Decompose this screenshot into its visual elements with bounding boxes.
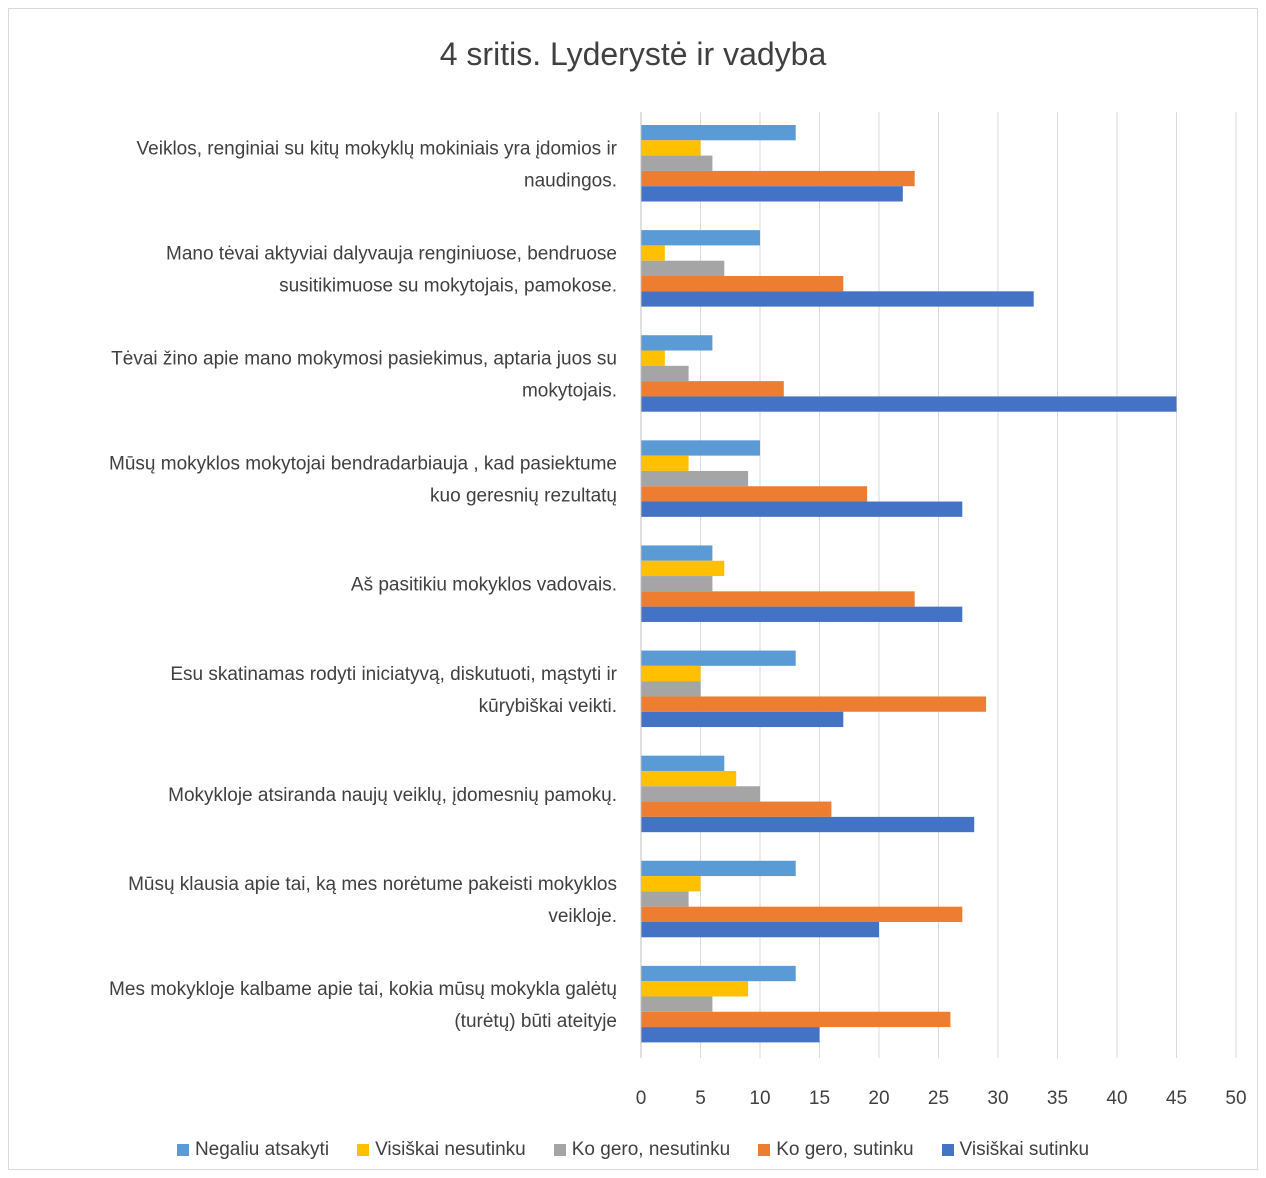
chart-area bbox=[8, 8, 1258, 1170]
bar bbox=[641, 381, 784, 397]
chart-legend: Negaliu atsakyti Visiškai nesutinku Ko ger… bbox=[0, 1136, 1266, 1164]
bar bbox=[641, 440, 760, 456]
bar bbox=[641, 770, 737, 787]
legend-item: Visiškai sutinku bbox=[941, 1139, 1090, 1161]
bar bbox=[641, 786, 760, 802]
bar bbox=[641, 755, 725, 771]
bar bbox=[641, 996, 713, 1012]
category-label: kūrybiškai veikti. bbox=[479, 696, 617, 717]
bar bbox=[641, 816, 975, 833]
legend-swatch bbox=[941, 1144, 954, 1156]
bar bbox=[641, 230, 760, 246]
category-label: Mūsų klausia apie tai, ką mes norėtume p… bbox=[128, 874, 617, 895]
bar bbox=[641, 965, 796, 982]
bar bbox=[641, 260, 725, 277]
category-label: Veiklos, renginiai su kitų mokyklų mokin… bbox=[137, 138, 618, 159]
x-tick-label: 45 bbox=[1166, 1088, 1187, 1109]
bar bbox=[641, 170, 915, 187]
category-label: (turėtų) būti ateityje bbox=[454, 1011, 617, 1032]
x-tick-label: 30 bbox=[987, 1088, 1008, 1109]
bar bbox=[641, 291, 1034, 307]
bar bbox=[641, 801, 832, 817]
bar bbox=[641, 860, 796, 877]
category-label: Mes mokykloje kalbame apie tai, kokia mū… bbox=[109, 979, 617, 1000]
bar bbox=[641, 350, 665, 366]
bar bbox=[641, 470, 749, 487]
legend-swatch bbox=[758, 1144, 771, 1156]
bar bbox=[641, 335, 713, 351]
bar bbox=[641, 650, 796, 666]
legend-item: Ko gero, nesutinku bbox=[553, 1139, 731, 1161]
x-tick-label: 50 bbox=[1225, 1088, 1246, 1109]
legend-swatch bbox=[357, 1144, 370, 1156]
legend-label: Negaliu atsakyti bbox=[194, 1139, 330, 1160]
bar bbox=[641, 681, 701, 697]
bar bbox=[641, 921, 879, 938]
bar bbox=[641, 396, 1177, 412]
category-label: Mūsų mokyklos mokytojai bendradarbiauja … bbox=[109, 454, 617, 475]
bar bbox=[641, 711, 844, 728]
legend-item: Negaliu atsakyti bbox=[176, 1139, 330, 1161]
bar bbox=[641, 486, 868, 502]
x-tick-label: 5 bbox=[695, 1088, 706, 1109]
category-label: Tėvai žino apie mano mokymosi pasiekimus… bbox=[111, 348, 617, 369]
category-label: Aš pasitikiu mokyklos vadovais. bbox=[351, 575, 617, 596]
bar bbox=[641, 696, 987, 712]
category-label: naudingos. bbox=[524, 170, 617, 191]
bar bbox=[641, 186, 903, 202]
legend-swatch bbox=[553, 1144, 566, 1156]
category-label: mokytojais. bbox=[522, 380, 617, 401]
bar bbox=[641, 155, 713, 171]
x-tick-label: 10 bbox=[749, 1088, 770, 1109]
bar bbox=[641, 125, 796, 141]
bar bbox=[641, 1011, 951, 1028]
bar bbox=[641, 906, 963, 922]
bar bbox=[641, 665, 701, 682]
bar bbox=[641, 140, 701, 156]
bar bbox=[641, 560, 725, 577]
x-tick-label: 40 bbox=[1106, 1088, 1127, 1109]
legend-item: Visiškai nesutinku bbox=[357, 1139, 526, 1161]
x-tick-label: 25 bbox=[928, 1088, 949, 1109]
category-label: Mokykloje atsiranda naujų veiklų, įdomes… bbox=[168, 785, 617, 806]
bar bbox=[641, 245, 665, 261]
legend-label: Visiškai nesutinku bbox=[375, 1139, 526, 1160]
x-tick-label: 20 bbox=[868, 1088, 889, 1109]
legend-swatch bbox=[176, 1144, 189, 1156]
legend-label: Ko gero, sutinku bbox=[776, 1139, 914, 1160]
bar bbox=[641, 876, 701, 892]
bar bbox=[641, 606, 963, 622]
x-tick-label: 35 bbox=[1047, 1088, 1068, 1109]
category-label: veikloje. bbox=[548, 906, 617, 927]
bar bbox=[641, 545, 713, 561]
legend-item: Ko gero, sutinku bbox=[758, 1139, 914, 1161]
bar bbox=[641, 501, 963, 517]
legend-label: Visiškai sutinku bbox=[959, 1139, 1090, 1160]
bar bbox=[641, 591, 915, 607]
chart-title: 4 sritis. Lyderystė ir vadyba bbox=[439, 36, 827, 72]
category-label: Esu skatinamas rodyti iniciatyvą, diskut… bbox=[170, 664, 617, 685]
bar bbox=[641, 276, 844, 292]
x-tick-label: 15 bbox=[809, 1088, 830, 1109]
x-tick-label: 0 bbox=[636, 1088, 647, 1109]
category-label: Mano tėvai aktyviai dalyvauja renginiuos… bbox=[166, 243, 617, 264]
bar bbox=[641, 365, 689, 382]
bar bbox=[641, 455, 689, 471]
bar bbox=[641, 576, 713, 592]
bar bbox=[641, 981, 749, 997]
bar bbox=[641, 1027, 820, 1043]
bar bbox=[641, 891, 689, 907]
category-label: susitikimuose su mokytojais, pamokose. bbox=[279, 275, 617, 296]
legend-label: Ko gero, nesutinku bbox=[571, 1139, 731, 1160]
category-label: kuo geresnių rezultatų bbox=[430, 486, 617, 507]
